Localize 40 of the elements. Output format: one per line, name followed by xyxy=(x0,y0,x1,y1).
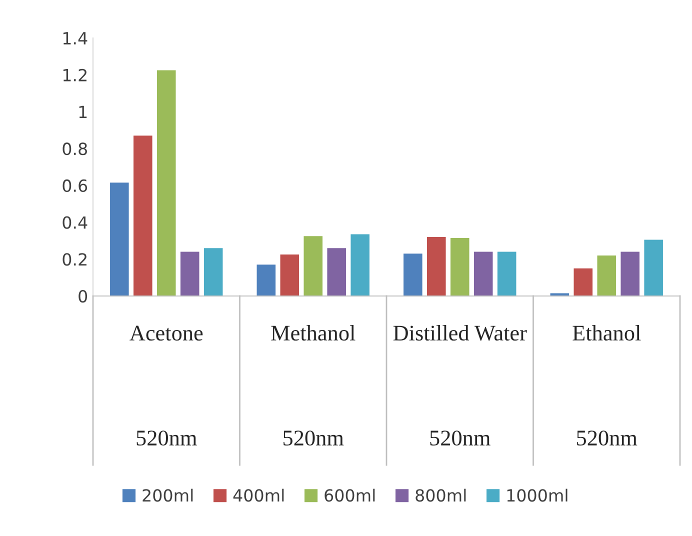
bar xyxy=(327,248,346,296)
text: 520nm xyxy=(430,430,490,446)
legend-label: 800ml xyxy=(416,488,466,502)
bar xyxy=(497,252,516,296)
bar xyxy=(350,234,370,296)
x-tick-label: Methanol xyxy=(271,325,356,341)
text: 520nm xyxy=(136,430,197,446)
y-tick-label: 1 xyxy=(79,106,87,118)
bar xyxy=(110,182,129,296)
x-tick-label: Ethanol xyxy=(572,325,641,341)
bar xyxy=(450,238,470,296)
legend-label: 1000ml xyxy=(507,488,568,502)
bar xyxy=(180,252,200,296)
bar xyxy=(620,252,640,296)
bar xyxy=(427,237,446,296)
bar xyxy=(597,255,616,296)
bar xyxy=(304,236,323,296)
legend-label: 400ml xyxy=(233,488,284,502)
x-tick-label: Acetone xyxy=(130,326,203,341)
bar xyxy=(474,252,493,296)
bar xyxy=(404,254,422,296)
y-tick-label: 0.8 xyxy=(62,142,87,156)
bar xyxy=(256,264,276,296)
y-tick-label: 0.6 xyxy=(62,179,88,192)
text: 520nm xyxy=(577,430,638,446)
y-tick-label: 1.4 xyxy=(63,32,88,44)
x-tick-label: Distilled Water xyxy=(393,325,527,341)
bar xyxy=(156,70,176,296)
bar xyxy=(204,248,223,296)
y-tick-label: 1.2 xyxy=(63,68,86,82)
legend-label: 200ml xyxy=(142,488,193,502)
legend-label: 600ml xyxy=(324,488,375,502)
bar xyxy=(134,136,152,296)
bar xyxy=(644,240,663,296)
text: 520nm xyxy=(284,430,344,446)
bar xyxy=(280,254,300,296)
y-tick-label: 0 xyxy=(78,290,88,303)
y-tick-label: 0.4 xyxy=(62,216,88,229)
bar xyxy=(574,268,593,296)
y-tick-label: 0.2 xyxy=(62,253,86,266)
